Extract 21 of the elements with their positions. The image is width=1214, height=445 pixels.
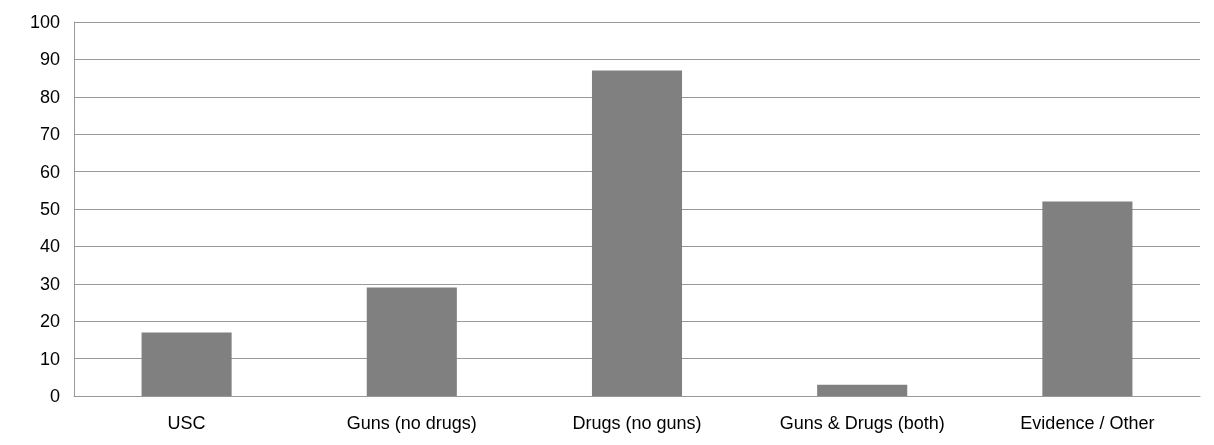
y-tick-label: 10 [39,348,60,369]
x-tick-label: Drugs (no guns) [572,413,702,433]
y-tick-label: 20 [39,311,60,332]
y-tick-label: 60 [39,161,60,182]
y-tick-label: 50 [39,199,60,219]
y-tick-label: 90 [39,49,60,70]
y-tick-label: 80 [39,86,60,107]
bar [141,332,232,396]
y-tick-label: 40 [39,236,60,257]
bar [591,70,683,396]
x-tick-label: Guns & Drugs (both) [779,413,945,433]
bar [817,384,908,396]
y-tick-label: 70 [39,124,60,145]
y-tick-label: 100 [29,12,60,32]
y-tick-label: 30 [39,273,60,294]
x-tick-label: Evidence / Other [1020,413,1155,433]
bar [366,287,457,396]
x-tick-label: Guns (no drugs) [346,413,477,433]
y-tick-label: 0 [49,386,60,406]
x-tick-label: USC [167,413,206,433]
bar [1042,201,1133,396]
